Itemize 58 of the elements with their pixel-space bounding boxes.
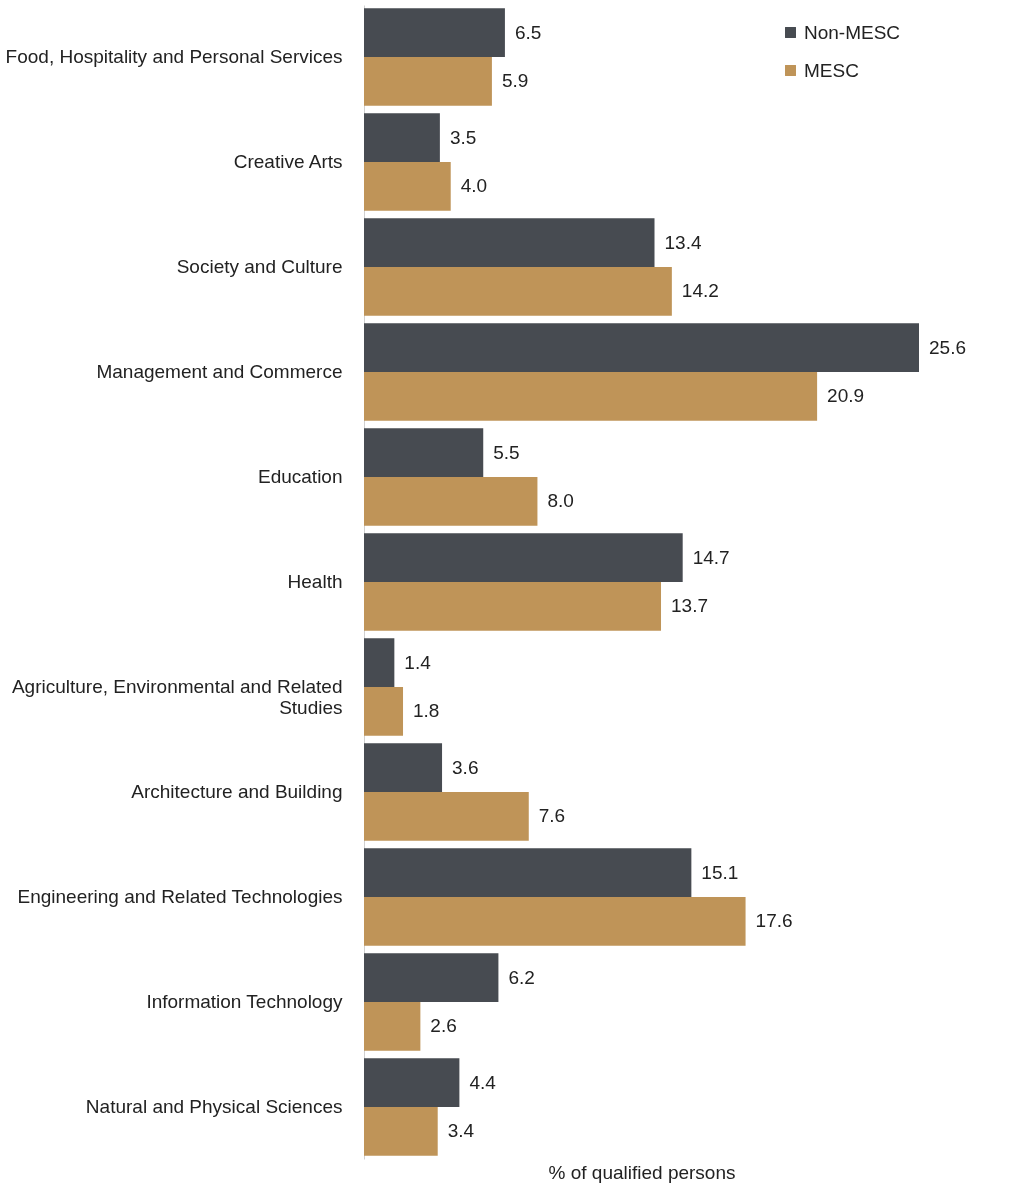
data-label: 6.5 (514, 21, 542, 43)
y-tick-label: Natural and Physical Sciences (85, 1096, 343, 1118)
y-tick-label: Food, Hospitality and Personal Services (5, 45, 343, 67)
data-label: 3.6 (452, 756, 479, 778)
bar (364, 687, 404, 736)
bar (364, 897, 746, 946)
bar (364, 1107, 438, 1156)
data-label: 3.4 (447, 1120, 475, 1142)
bar (364, 371, 818, 421)
bar (364, 161, 451, 211)
legend-label: Non-MESC (804, 21, 901, 43)
data-label: 1.8 (413, 700, 440, 722)
legend-label: MESC (804, 59, 859, 81)
data-label: 14.7 (692, 546, 730, 568)
y-tick-label: Information Technology (146, 991, 343, 1013)
data-label: 14.2 (681, 280, 719, 302)
bar (364, 1002, 421, 1051)
data-label: 1.4 (404, 651, 432, 673)
data-label: 3.5 (449, 126, 477, 148)
data-label: 15.1 (701, 861, 739, 883)
data-label: 4.4 (469, 1071, 497, 1093)
bar (364, 638, 395, 687)
bar (364, 428, 484, 477)
data-label: 2.6 (430, 1015, 457, 1037)
data-label: 5.9 (501, 70, 529, 92)
bar (364, 953, 499, 1003)
data-label: 8.0 (547, 490, 574, 512)
data-label: 5.5 (493, 441, 520, 463)
bar (364, 477, 538, 526)
y-tick-label: Engineering and Related Technologies (17, 886, 343, 908)
bar (364, 56, 492, 106)
y-tick-label: Health (287, 571, 343, 592)
bar (364, 8, 505, 57)
bar (364, 792, 529, 841)
data-label: 7.6 (538, 805, 566, 827)
y-tick-label: Management and Commerce (96, 360, 343, 382)
bar (364, 743, 443, 793)
bar (364, 533, 683, 582)
y-tick-label: Creative Arts (233, 150, 343, 172)
bar (364, 582, 662, 631)
y-tick-label: Society and Culture (176, 255, 343, 277)
data-label: 17.6 (755, 910, 793, 932)
y-tick-label: Agriculture, Environmental and Related Studies (11, 676, 343, 718)
data-label: 6.2 (508, 966, 535, 988)
bar (364, 113, 440, 162)
data-label: 4.0 (460, 175, 488, 197)
bar (364, 266, 672, 316)
data-label: 13.4 (664, 231, 702, 253)
y-tick-label: Education (257, 466, 343, 487)
data-label: 25.6 (929, 336, 966, 358)
bar (364, 218, 655, 267)
bar (364, 848, 692, 898)
x-axis-title: % of qualified persons (548, 1161, 736, 1183)
bar (364, 1058, 460, 1108)
data-label: 13.7 (671, 595, 708, 617)
bar (364, 323, 919, 372)
y-tick-label: Architecture and Building (131, 781, 343, 803)
data-label: 20.9 (827, 385, 865, 407)
